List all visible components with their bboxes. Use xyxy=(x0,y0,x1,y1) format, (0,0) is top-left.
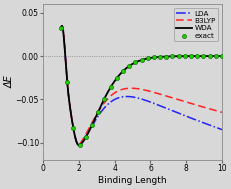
B3LYP xyxy=(102,103,104,106)
B3LYP xyxy=(89,125,91,128)
WDA xyxy=(61,25,63,27)
WDA xyxy=(221,55,223,57)
exact xyxy=(140,59,143,62)
exact xyxy=(78,143,81,146)
exact xyxy=(152,56,156,59)
LDA xyxy=(133,96,136,98)
Legend: LDA, B3LYP, WDA, exact: LDA, B3LYP, WDA, exact xyxy=(174,8,218,41)
B3LYP xyxy=(78,144,80,146)
exact xyxy=(96,110,100,113)
exact xyxy=(90,124,94,127)
exact xyxy=(164,55,168,58)
B3LYP xyxy=(221,111,223,113)
WDA xyxy=(102,100,104,103)
exact xyxy=(59,27,63,30)
Line: B3LYP: B3LYP xyxy=(61,26,222,145)
exact xyxy=(183,55,187,58)
exact xyxy=(115,77,119,80)
exact xyxy=(72,127,75,130)
LDA xyxy=(89,128,91,130)
LDA xyxy=(60,27,62,29)
Line: LDA: LDA xyxy=(61,26,222,145)
X-axis label: Binding Length: Binding Length xyxy=(98,176,167,185)
LDA xyxy=(181,114,184,116)
exact xyxy=(146,57,149,60)
exact xyxy=(177,55,180,58)
exact xyxy=(195,55,199,58)
exact xyxy=(127,64,131,67)
B3LYP xyxy=(133,87,136,89)
WDA xyxy=(133,62,136,64)
LDA xyxy=(102,108,104,111)
exact xyxy=(214,55,218,58)
LDA xyxy=(221,129,223,131)
WDA xyxy=(78,144,80,146)
WDA xyxy=(168,55,170,57)
exact xyxy=(202,55,205,58)
Line: WDA: WDA xyxy=(61,26,222,145)
LDA xyxy=(155,103,158,105)
Y-axis label: ΔE: ΔE xyxy=(4,76,14,88)
B3LYP xyxy=(60,27,62,29)
LDA xyxy=(61,25,63,27)
B3LYP xyxy=(181,100,184,102)
B3LYP xyxy=(61,25,63,27)
exact xyxy=(189,55,193,58)
B3LYP xyxy=(168,96,170,98)
LDA xyxy=(78,144,80,146)
exact xyxy=(220,55,224,58)
exact xyxy=(171,55,174,58)
exact xyxy=(109,86,112,89)
LDA xyxy=(168,108,170,111)
exact xyxy=(134,61,137,64)
exact xyxy=(121,70,125,73)
WDA xyxy=(89,128,91,130)
exact xyxy=(208,55,212,58)
exact xyxy=(65,80,69,83)
WDA xyxy=(181,55,184,57)
WDA xyxy=(60,27,62,29)
exact xyxy=(84,136,88,139)
WDA xyxy=(155,56,158,58)
exact xyxy=(158,55,162,58)
exact xyxy=(103,97,106,100)
B3LYP xyxy=(155,92,158,94)
